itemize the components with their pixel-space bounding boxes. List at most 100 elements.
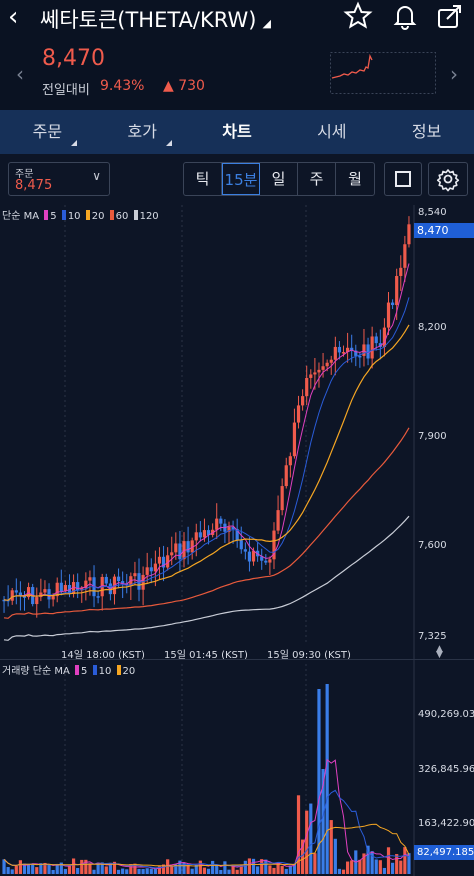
volume-bar [321,769,325,874]
tab-quotes[interactable]: 시세 [284,110,379,154]
candle-body [301,396,305,406]
vma10-label: 10 [98,666,112,677]
volume-bar [157,866,162,874]
ma10-swatch [61,210,66,220]
volume-bar [337,868,342,874]
candle-body [104,576,108,584]
candle-body [215,518,219,530]
change-value: 730 [178,78,205,94]
volume-bar [88,863,92,874]
page-title[interactable]: 쎄타토큰(THETA/KRW) ◢ [40,4,271,34]
candle-body [309,374,313,378]
volume-bar [231,864,235,874]
tab-orderbook[interactable]: 호가 [95,110,190,154]
current-price: 8,470 [42,46,105,71]
ma20-label: 20 [91,211,105,222]
vma10-swatch [92,665,97,675]
vma20-swatch [116,665,121,675]
period-day-button[interactable]: 일 [260,163,298,195]
volume-bar [301,839,305,874]
candle-body [382,327,387,347]
time-tick: 15일 01:45 (KST) [164,650,248,661]
candle-body [26,587,31,598]
volume-bar [403,847,407,874]
candle-body [337,346,342,353]
candle-body [190,540,194,553]
bell-icon[interactable] [390,1,420,31]
volume-bar [329,820,333,874]
volume-bar [333,838,337,874]
volume-bar [47,864,51,874]
star-icon[interactable] [343,1,373,31]
volume-bar [202,867,207,874]
period-week-button[interactable]: 주 [298,163,336,195]
vma20-label: 20 [122,666,136,677]
candle-body [10,590,14,601]
volume-bar [264,859,268,874]
tab-info[interactable]: 정보 [379,110,474,154]
volume-bar [260,859,264,874]
volume-bar [370,851,374,874]
order-dropdown[interactable]: 주문 8,475 ∨ [8,162,110,196]
volume-bar [59,862,63,874]
candle-body [239,540,243,550]
volume-bar [288,865,292,874]
volume-bar [108,862,112,874]
candle-body [280,486,284,511]
volume-bar [153,868,157,874]
pane-divider[interactable] [0,659,474,660]
back-icon[interactable]: ‹ [8,2,19,32]
candle-body [153,563,157,572]
candle-body [116,576,121,582]
volume-bar [84,859,88,874]
candle-body [313,372,317,375]
period-month-button[interactable]: 월 [348,170,362,188]
next-coin-icon[interactable]: › [450,62,458,86]
volume-bar [39,863,43,874]
header: ‹ 쎄타토큰(THETA/KRW) ◢ ‹ › 8,470 전일대비 9.43% … [0,0,474,110]
volume-bar [382,867,387,874]
candle-body [145,567,149,575]
volume-bar [55,864,59,874]
period-tick-button[interactable]: 틱 [184,163,222,195]
change-label: 전일대비 [42,83,90,98]
candle-body [341,352,346,354]
candle-body [321,366,325,370]
time-tick: 14일 18:00 (KST) [61,650,145,661]
ma120-swatch [133,210,138,220]
volume-bar [170,865,174,874]
volume-bar [346,861,350,874]
pane-resize-icon[interactable]: ▲ ▼ [436,644,443,660]
candle-body [35,597,39,605]
prev-coin-icon[interactable]: ‹ [16,62,24,86]
period-selector: 틱 15분 일 주 월 [183,162,375,196]
square-icon [395,171,411,187]
candle-body [350,347,354,351]
candle-body [264,560,268,563]
volume-bar [121,868,125,874]
ma20-line [3,324,410,601]
fullscreen-button[interactable] [384,162,422,196]
change-percent: 9.43% [100,78,145,94]
candle-body [317,369,321,373]
volume-bar [133,863,137,874]
volume-bar [186,864,190,874]
settings-button[interactable] [428,162,468,196]
tab-order[interactable]: 주문 [0,110,95,154]
order-price: 8,475 [15,178,53,193]
candle-body [161,556,166,568]
candle-body [362,344,366,356]
ma5-line [3,263,410,601]
volume-bar [31,864,35,874]
candle-body [366,344,370,359]
candle-body [55,582,59,597]
tab-chart[interactable]: 차트 [190,110,285,154]
period-15min-button[interactable]: 15분 [222,163,260,195]
volume-bar [182,862,186,874]
share-icon[interactable] [435,1,465,31]
ma60-swatch [109,210,114,220]
volume-bar [407,853,411,874]
volume-bar [161,864,166,874]
candle-body [247,551,252,562]
